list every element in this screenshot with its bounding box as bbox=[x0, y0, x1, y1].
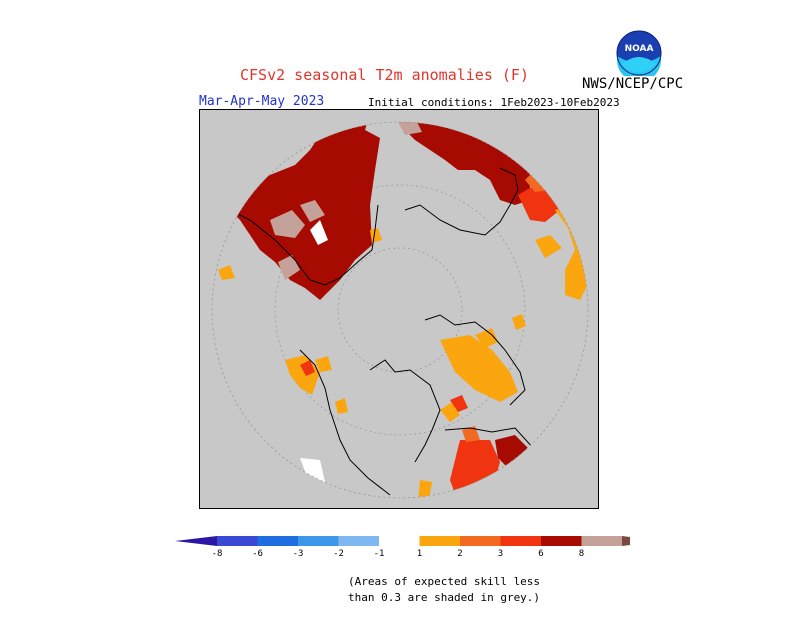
anomaly-region-orange bbox=[440, 335, 518, 402]
anomaly-region-tan bbox=[270, 210, 305, 238]
legend-tick-label: 8 bbox=[579, 549, 584, 559]
legend-swatch bbox=[460, 536, 501, 546]
coastline bbox=[219, 204, 379, 286]
legend-swatch bbox=[217, 536, 258, 546]
legend-swatch bbox=[338, 536, 379, 546]
agency-label: NWS/NCEP/CPC bbox=[582, 76, 684, 92]
anomaly-region-orange bbox=[475, 328, 498, 348]
footnote-line-2: than 0.3 are shaded in grey.) bbox=[348, 591, 541, 604]
latitude-circle bbox=[337, 247, 463, 373]
legend-tick-label: -6 bbox=[252, 549, 263, 559]
legend-tick-label: -3 bbox=[293, 549, 304, 559]
anomaly-region-orange bbox=[370, 228, 382, 243]
polar-map bbox=[199, 109, 599, 509]
legend-tick-label: 1 bbox=[417, 549, 422, 559]
noaa-logo-text: NOAA bbox=[625, 44, 654, 54]
legend-arrow-low bbox=[175, 536, 217, 546]
low-skill-background bbox=[200, 110, 598, 508]
forecast-period: Mar-Apr-May 2023 bbox=[199, 94, 325, 109]
legend-arrow-high bbox=[622, 536, 630, 546]
anomaly-region-tan bbox=[278, 255, 300, 280]
color-legend: -8 -6 -3 -2 -1 1 2 3 6 8 bbox=[175, 536, 630, 559]
legend-swatch bbox=[419, 536, 460, 546]
map-boundary bbox=[211, 121, 589, 499]
anomaly-region-red bbox=[300, 360, 315, 376]
anomaly-region-orange bbox=[418, 480, 432, 498]
legend-swatch bbox=[500, 536, 541, 546]
anomaly-region-orange bbox=[512, 314, 526, 330]
legend-swatch bbox=[541, 536, 582, 546]
legend-swatch bbox=[257, 536, 298, 546]
latitude-circle bbox=[274, 184, 526, 436]
anomaly-region-orange bbox=[315, 356, 332, 372]
legend-ticks: -8 -6 -3 -2 -1 1 2 3 6 8 bbox=[212, 549, 585, 559]
legend-tick-label: -8 bbox=[212, 549, 223, 559]
anomaly-region-orange bbox=[335, 398, 348, 414]
legend-tick-label: 2 bbox=[457, 549, 462, 559]
legend-swatch bbox=[581, 536, 622, 546]
anomaly-region-orange bbox=[535, 235, 562, 258]
map-title: CFSv2 seasonal T2m anomalies (F) bbox=[240, 66, 529, 84]
coastline bbox=[404, 167, 519, 236]
anomaly-region-neutral bbox=[310, 220, 328, 245]
polar-map-canvas bbox=[200, 110, 598, 508]
anomaly-region-orange bbox=[218, 265, 235, 280]
coastline bbox=[424, 314, 526, 406]
legend-tick-label: -1 bbox=[374, 549, 385, 559]
coastline bbox=[369, 359, 441, 463]
legend-swatches bbox=[175, 536, 630, 546]
legend-tick-label: 6 bbox=[538, 549, 543, 559]
legend-tick-label: -2 bbox=[333, 549, 344, 559]
legend-swatch bbox=[379, 536, 420, 546]
anomaly-region-red bbox=[450, 395, 468, 412]
skill-footnote: (Areas of expected skill less than 0.3 a… bbox=[348, 574, 540, 606]
anomaly-region-tan bbox=[300, 200, 325, 222]
noaa-logo: NOAA bbox=[616, 30, 662, 76]
legend-swatch bbox=[298, 536, 339, 546]
initial-conditions: Initial conditions: 1Feb2023-10Feb2023 bbox=[368, 96, 620, 109]
anomaly-region-orange-red bbox=[462, 426, 480, 442]
anomaly-region-red bbox=[450, 440, 500, 498]
coastline bbox=[299, 349, 391, 496]
legend-tick-label: 3 bbox=[498, 549, 503, 559]
footnote-line-1: (Areas of expected skill less bbox=[348, 575, 541, 588]
